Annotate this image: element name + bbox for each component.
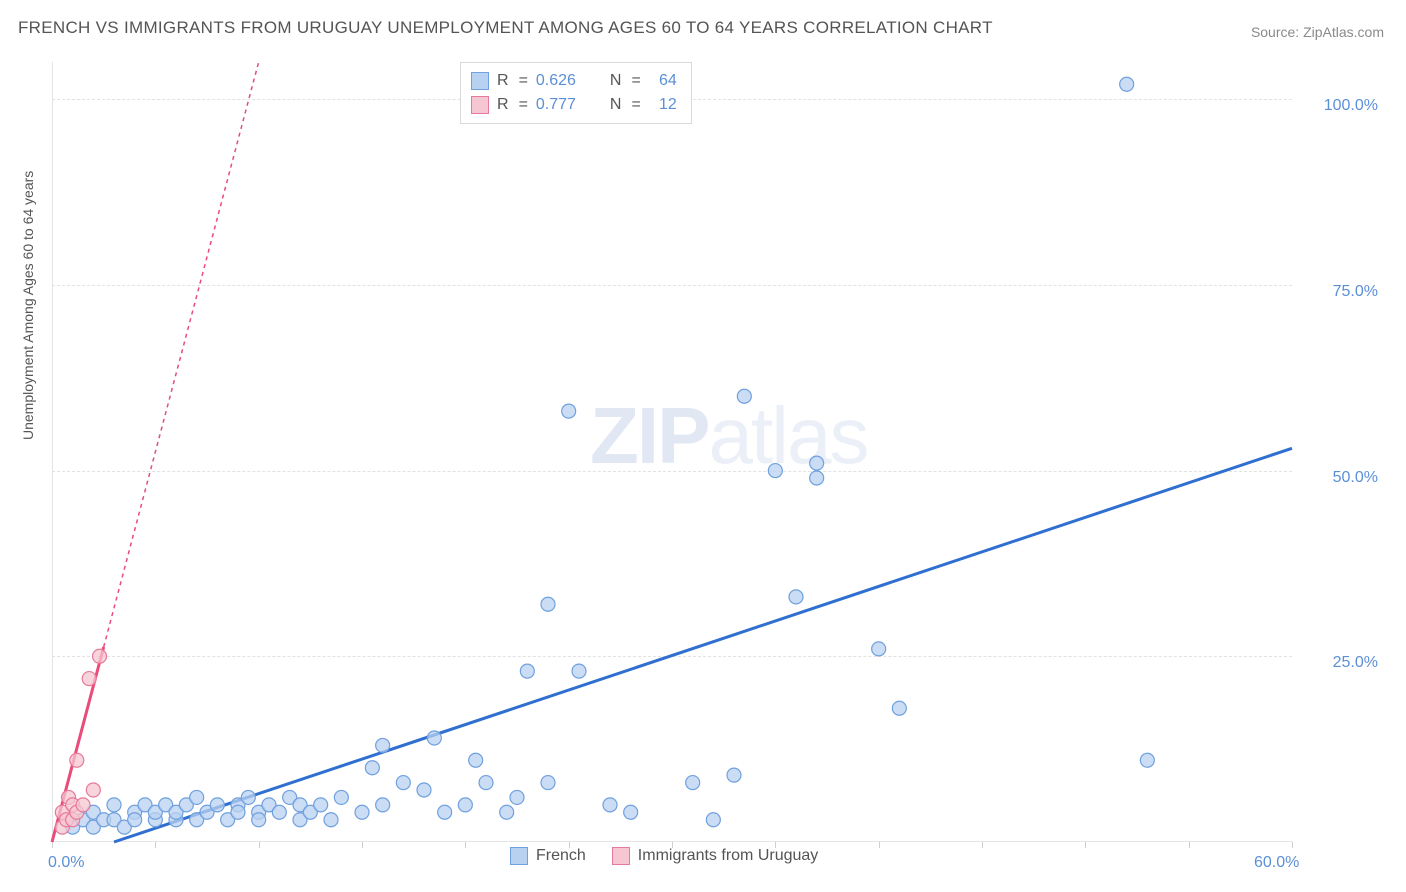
y-tick-label: 75.0% [1333,283,1378,301]
legend-series-item: Immigrants from Uruguay [612,847,819,865]
legend-series-item: French [510,847,586,865]
legend-r-value: 0.777 [536,93,588,117]
x-tick-mark [465,842,466,848]
legend-correlation-row: R = 0.777 N = 12 [471,93,677,117]
x-tick-mark [155,842,156,848]
legend-n-value: 64 [649,69,677,93]
legend-correlation-row: R = 0.626 N = 64 [471,69,677,93]
x-axis-label: 60.0% [1254,854,1299,872]
chart-source: Source: ZipAtlas.com [1251,24,1384,40]
legend-series-label: French [536,847,586,865]
x-tick-mark [982,842,983,848]
legend-r-label: R [497,93,509,117]
legend-swatch [510,847,528,865]
legend-eq: = [631,69,640,93]
legend-n-label: N [610,69,622,93]
legend-series-label: Immigrants from Uruguay [638,847,819,865]
x-tick-mark [1189,842,1190,848]
legend-r-value: 0.626 [536,69,588,93]
x-tick-mark [1292,842,1293,848]
x-tick-mark [259,842,260,848]
legend-n-value: 12 [649,93,677,117]
x-tick-mark [52,842,53,848]
legend-eq: = [519,69,528,93]
legend-r-label: R [497,69,509,93]
legend-eq: = [631,93,640,117]
y-tick-label: 100.0% [1324,97,1378,115]
x-tick-mark [1085,842,1086,848]
source-link[interactable]: ZipAtlas.com [1303,24,1384,40]
y-tick-label: 25.0% [1333,654,1378,672]
y-tick-label: 50.0% [1333,469,1378,487]
legend-correlation: R = 0.626 N = 64 R = 0.777 N = 12 [460,62,692,124]
legend-n-label: N [610,93,622,117]
legend-series: French Immigrants from Uruguay [510,847,818,865]
legend-swatch [471,72,489,90]
source-prefix: Source: [1251,24,1303,40]
legend-eq: = [519,93,528,117]
legend-swatch [471,96,489,114]
y-axis-label: Unemployment Among Ages 60 to 64 years [20,171,36,440]
x-axis-label: 0.0% [48,854,84,872]
chart-svg [52,62,1292,842]
chart-title: FRENCH VS IMMIGRANTS FROM URUGUAY UNEMPL… [18,18,993,38]
legend-swatch [612,847,630,865]
x-tick-mark [879,842,880,848]
x-tick-mark [362,842,363,848]
